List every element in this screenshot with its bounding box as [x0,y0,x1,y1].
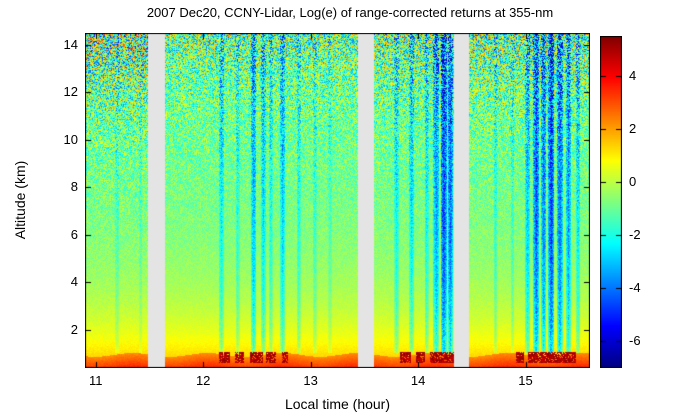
x-tick-label: 14 [410,373,426,388]
colorbar-tick-label: 0 [629,174,637,190]
y-tick-label: 6 [70,226,78,242]
y-tick-label: 12 [63,84,78,100]
y-tick-label: 14 [63,36,78,52]
heatmap-canvas [85,33,590,368]
x-tick-label: 15 [518,373,533,388]
colorbar-canvas [600,36,622,368]
x-tick-label: 12 [195,373,211,388]
chart-title: 2007 Dec20, CCNY-Lidar, Log(e) of range-… [146,5,554,20]
y-tick-label: 2 [70,321,78,337]
colorbar-tick-label: 2 [629,120,637,136]
y-tick-label: 10 [63,131,78,147]
colorbar-tick-label: 4 [629,67,637,83]
colorbar-tick-label: -2 [629,227,641,243]
colorbar-tick-label: -4 [629,280,641,296]
y-tick-label: 8 [70,179,78,195]
y-tick-label: 4 [70,274,78,290]
colorbar-tick-label: -6 [629,333,641,349]
x-axis-label: Local time (hour) [284,396,391,412]
x-tick-label: 11 [88,373,103,388]
y-axis-label: Altitude (km) [12,160,28,240]
x-tick-label: 13 [303,373,318,388]
